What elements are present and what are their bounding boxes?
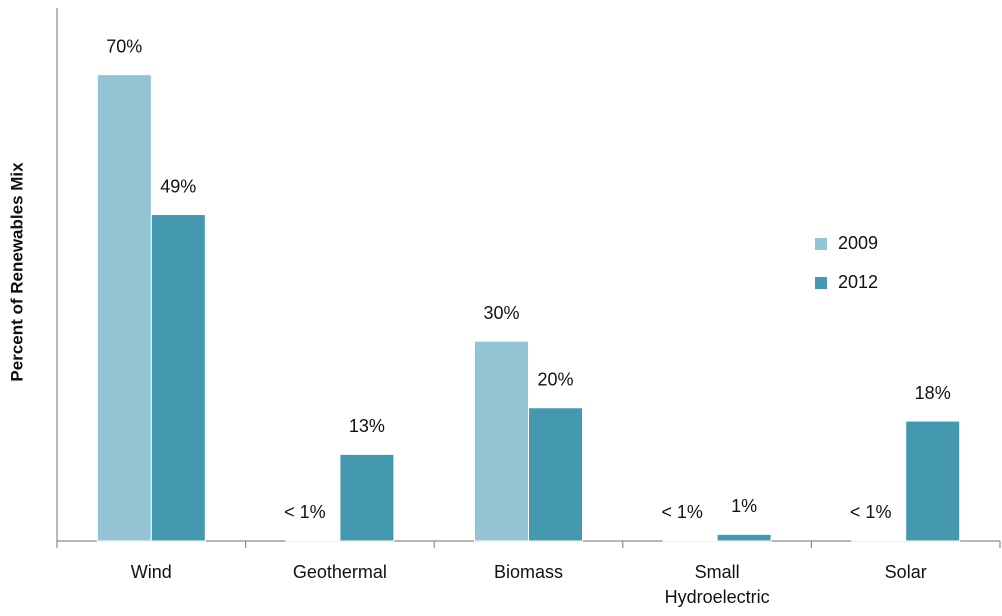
- x-tick-label: Biomass: [494, 562, 563, 582]
- bar: [716, 533, 772, 542]
- data-label: < 1%: [850, 502, 892, 522]
- data-label: 1%: [731, 496, 757, 516]
- data-label: 70%: [106, 36, 142, 56]
- x-tick-label: Geothermal: [293, 562, 387, 582]
- x-tick-label: Wind: [131, 562, 172, 582]
- legend-label: 2012: [838, 272, 878, 292]
- x-tick-label: Solar: [885, 562, 927, 582]
- data-label: 49%: [160, 176, 196, 196]
- bar: [96, 74, 152, 542]
- bar: [528, 407, 583, 542]
- bar: [285, 539, 341, 542]
- bar: [339, 453, 395, 542]
- bar: [474, 340, 529, 542]
- data-label: < 1%: [661, 502, 703, 522]
- data-label: 18%: [915, 383, 951, 403]
- bar: [662, 539, 718, 542]
- legend-swatch: [815, 238, 827, 250]
- bar: [851, 539, 907, 542]
- data-label: 20%: [537, 370, 573, 390]
- data-label: 13%: [349, 416, 385, 436]
- bar: [150, 214, 206, 542]
- legend-label: 2009: [838, 233, 878, 253]
- data-label: 30%: [483, 303, 519, 323]
- y-axis-label: Percent of Renewables Mix: [7, 162, 26, 382]
- data-label: < 1%: [284, 502, 326, 522]
- legend-swatch: [815, 277, 827, 289]
- bar: [905, 420, 961, 542]
- x-tick-label: Small Hydroelectric: [665, 562, 770, 607]
